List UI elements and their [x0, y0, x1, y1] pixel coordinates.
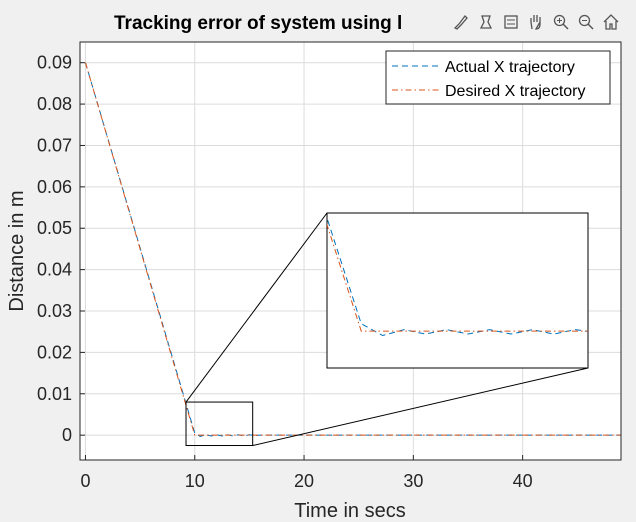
zoom-connector-line — [252, 367, 589, 447]
y-tick-label: 0.03 — [37, 301, 72, 321]
pan-icon[interactable] — [524, 10, 547, 34]
x-tick-label: 30 — [403, 471, 423, 491]
zoom-in-icon[interactable] — [549, 10, 572, 34]
x-tick-label: 0 — [80, 471, 90, 491]
zoom-out-icon[interactable] — [574, 10, 597, 34]
brush-icon[interactable] — [449, 10, 472, 34]
legend-box — [385, 50, 611, 105]
zoom-inset-frame — [326, 212, 589, 369]
zoom-inset — [185, 212, 589, 447]
y-tick-label: 0 — [62, 425, 72, 445]
ticks: 0 10 20 30 40 0 0.01 0.02 0.03 0.04 0.05 0.06 0.07 0.… — [37, 53, 533, 491]
y-tick-label: 0.08 — [37, 94, 72, 114]
home-icon[interactable] — [599, 10, 622, 34]
x-tick-label: 10 — [185, 471, 205, 491]
chart-title: Tracking error of system using l — [114, 13, 402, 34]
y-tick-label: 0.07 — [37, 135, 72, 155]
main-series-1 — [84, 62, 621, 436]
x-axis-title: Time in secs — [294, 500, 406, 522]
zoom-inset-plot — [327, 216, 588, 337]
legend-label-desired: Desired X trajectory — [445, 83, 586, 100]
zoom-source-box — [185, 401, 254, 447]
y-tick-label: 0.02 — [37, 342, 72, 362]
data-tip-icon[interactable] — [474, 10, 497, 34]
series-layer — [84, 62, 621, 437]
axes-box — [79, 41, 622, 461]
legend-label-actual: Actual X trajectory — [445, 59, 575, 76]
y-tick-label: 0.05 — [37, 218, 72, 238]
y-tick-label: 0.04 — [37, 260, 72, 280]
y-tick-label: 0.01 — [37, 384, 72, 404]
zoom-connector-line — [185, 212, 328, 403]
x-tick-label: 20 — [294, 471, 314, 491]
legend: Actual X trajectory Desired X trajectory — [385, 50, 611, 105]
x-tick-label: 40 — [513, 471, 533, 491]
y-axis-title: Distance in m — [6, 190, 28, 311]
y-tick-label: 0.06 — [37, 177, 72, 197]
y-tick-label: 0.09 — [37, 53, 72, 73]
axes-toolbar — [447, 8, 624, 36]
legend-icon[interactable] — [499, 10, 522, 34]
